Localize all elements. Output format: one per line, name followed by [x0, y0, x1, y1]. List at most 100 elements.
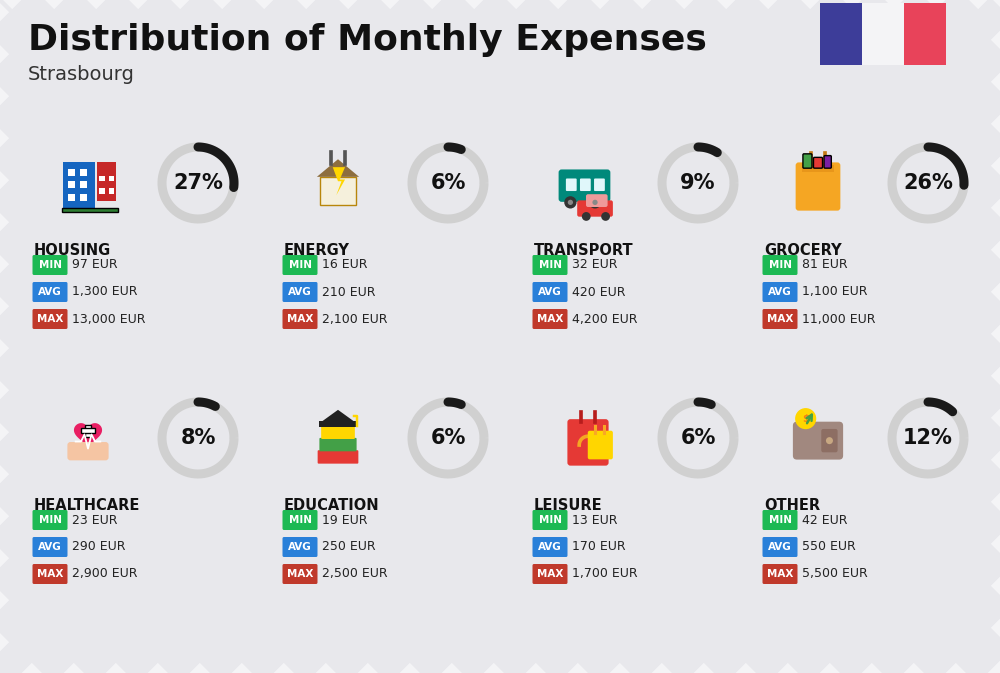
Text: LEISURE: LEISURE: [534, 498, 603, 513]
FancyBboxPatch shape: [32, 255, 68, 275]
Circle shape: [589, 197, 601, 209]
Text: AVG: AVG: [288, 287, 312, 297]
Circle shape: [564, 197, 577, 209]
FancyBboxPatch shape: [580, 178, 591, 191]
Text: AVG: AVG: [538, 542, 562, 552]
Text: MAX: MAX: [767, 314, 793, 324]
Text: TRANSPORT: TRANSPORT: [534, 243, 634, 258]
Text: MIN: MIN: [538, 515, 562, 525]
FancyBboxPatch shape: [62, 208, 118, 212]
Text: AVG: AVG: [768, 287, 792, 297]
Text: AVG: AVG: [38, 542, 62, 552]
Text: 290 EUR: 290 EUR: [72, 540, 126, 553]
FancyBboxPatch shape: [532, 309, 568, 329]
Text: 6%: 6%: [430, 173, 466, 193]
FancyBboxPatch shape: [80, 194, 87, 201]
FancyBboxPatch shape: [68, 169, 75, 176]
Text: 4,200 EUR: 4,200 EUR: [572, 312, 638, 326]
Polygon shape: [322, 410, 354, 421]
Text: 81 EUR: 81 EUR: [802, 258, 848, 271]
Text: MIN: MIN: [768, 515, 792, 525]
FancyBboxPatch shape: [32, 309, 68, 329]
Text: 420 EUR: 420 EUR: [572, 285, 626, 299]
Text: EDUCATION: EDUCATION: [284, 498, 380, 513]
FancyBboxPatch shape: [109, 176, 114, 181]
Text: GROCERY: GROCERY: [764, 243, 842, 258]
Text: 13 EUR: 13 EUR: [572, 513, 618, 526]
FancyBboxPatch shape: [32, 282, 68, 302]
Text: AVG: AVG: [288, 542, 312, 552]
FancyBboxPatch shape: [97, 162, 116, 201]
FancyBboxPatch shape: [63, 162, 95, 208]
Text: 32 EUR: 32 EUR: [572, 258, 618, 271]
Text: 1,700 EUR: 1,700 EUR: [572, 567, 638, 581]
FancyBboxPatch shape: [824, 155, 831, 168]
Text: MAX: MAX: [287, 569, 313, 579]
Text: MAX: MAX: [37, 314, 63, 324]
Circle shape: [826, 437, 833, 444]
Text: 13,000 EUR: 13,000 EUR: [72, 312, 146, 326]
Text: MAX: MAX: [537, 569, 563, 579]
FancyBboxPatch shape: [862, 3, 904, 65]
FancyBboxPatch shape: [793, 422, 843, 460]
Polygon shape: [333, 167, 345, 195]
FancyBboxPatch shape: [109, 188, 114, 194]
Text: AVG: AVG: [538, 287, 562, 297]
Text: 550 EUR: 550 EUR: [802, 540, 856, 553]
Text: 19 EUR: 19 EUR: [322, 513, 368, 526]
FancyBboxPatch shape: [283, 564, 318, 584]
FancyBboxPatch shape: [68, 181, 75, 188]
FancyBboxPatch shape: [99, 188, 105, 194]
Circle shape: [592, 200, 598, 205]
FancyBboxPatch shape: [320, 177, 356, 205]
Polygon shape: [74, 423, 102, 448]
FancyBboxPatch shape: [803, 154, 812, 168]
FancyBboxPatch shape: [319, 438, 357, 452]
Text: 1,100 EUR: 1,100 EUR: [802, 285, 868, 299]
Text: 9%: 9%: [680, 173, 716, 193]
FancyBboxPatch shape: [802, 166, 834, 172]
FancyBboxPatch shape: [80, 181, 87, 188]
Text: 6%: 6%: [430, 428, 466, 448]
Text: MAX: MAX: [537, 314, 563, 324]
Text: 2,900 EUR: 2,900 EUR: [72, 567, 138, 581]
Text: 5,500 EUR: 5,500 EUR: [802, 567, 868, 581]
Text: Distribution of Monthly Expenses: Distribution of Monthly Expenses: [28, 23, 707, 57]
Text: 27%: 27%: [173, 173, 223, 193]
FancyBboxPatch shape: [283, 537, 318, 557]
FancyBboxPatch shape: [763, 564, 798, 584]
FancyBboxPatch shape: [763, 282, 798, 302]
FancyBboxPatch shape: [80, 169, 87, 176]
FancyBboxPatch shape: [559, 170, 610, 202]
Text: MAX: MAX: [37, 569, 63, 579]
Text: 250 EUR: 250 EUR: [322, 540, 376, 553]
Circle shape: [582, 212, 591, 221]
FancyBboxPatch shape: [763, 255, 798, 275]
FancyBboxPatch shape: [67, 442, 109, 460]
FancyBboxPatch shape: [532, 255, 568, 275]
Text: 42 EUR: 42 EUR: [802, 513, 848, 526]
Text: MIN: MIN: [538, 260, 562, 270]
FancyBboxPatch shape: [68, 194, 75, 201]
Text: 1,300 EUR: 1,300 EUR: [72, 285, 138, 299]
FancyBboxPatch shape: [566, 178, 577, 191]
Text: MAX: MAX: [287, 314, 313, 324]
Text: MIN: MIN: [288, 515, 312, 525]
FancyBboxPatch shape: [283, 510, 318, 530]
FancyBboxPatch shape: [32, 537, 68, 557]
Text: $: $: [802, 414, 809, 423]
Text: 12%: 12%: [903, 428, 953, 448]
FancyBboxPatch shape: [820, 3, 862, 65]
FancyBboxPatch shape: [567, 419, 609, 466]
Circle shape: [795, 408, 816, 429]
Text: 2,500 EUR: 2,500 EUR: [322, 567, 388, 581]
FancyBboxPatch shape: [283, 255, 318, 275]
Text: 210 EUR: 210 EUR: [322, 285, 376, 299]
Text: HEALTHCARE: HEALTHCARE: [34, 498, 140, 513]
FancyBboxPatch shape: [32, 510, 68, 530]
FancyBboxPatch shape: [99, 176, 105, 181]
Text: MIN: MIN: [38, 260, 62, 270]
Text: AVG: AVG: [38, 287, 62, 297]
FancyBboxPatch shape: [81, 428, 95, 433]
Text: MIN: MIN: [768, 260, 792, 270]
